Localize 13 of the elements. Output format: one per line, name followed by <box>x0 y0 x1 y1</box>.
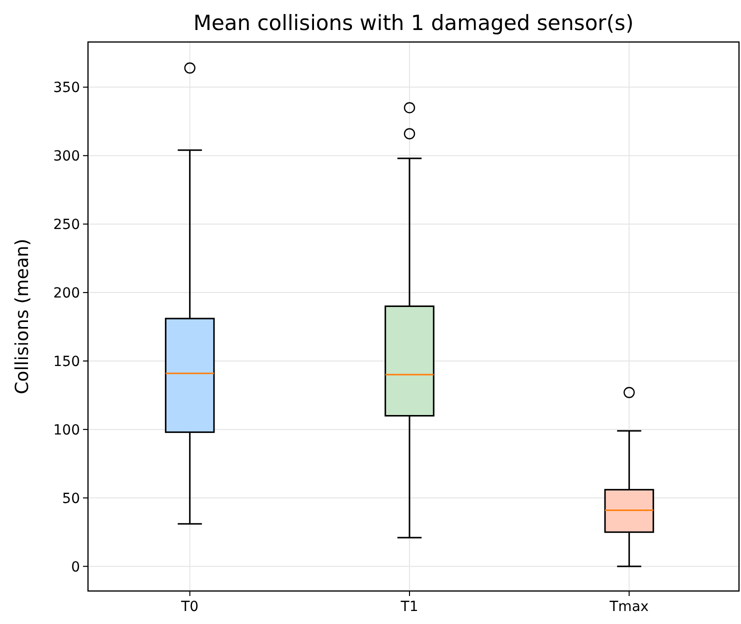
x-tick-label: Tmax <box>608 599 649 615</box>
y-axis-title: Collisions (mean) <box>12 238 33 394</box>
y-tick-label: 250 <box>53 216 80 233</box>
y-tick-label: 350 <box>53 80 80 96</box>
y-tick-label: 150 <box>53 354 80 370</box>
y-tick-label: 300 <box>53 148 80 165</box>
x-tick-label: T0 <box>180 599 199 615</box>
y-tick-label: 50 <box>62 490 80 507</box>
y-tick-label: 0 <box>71 559 80 576</box>
x-tick-label: T1 <box>400 599 418 615</box>
y-tick-label: 200 <box>53 285 80 302</box>
y-tick-label: 100 <box>53 422 80 438</box>
chart-title: Mean collisions with 1 damaged sensor(s) <box>193 11 634 35</box>
